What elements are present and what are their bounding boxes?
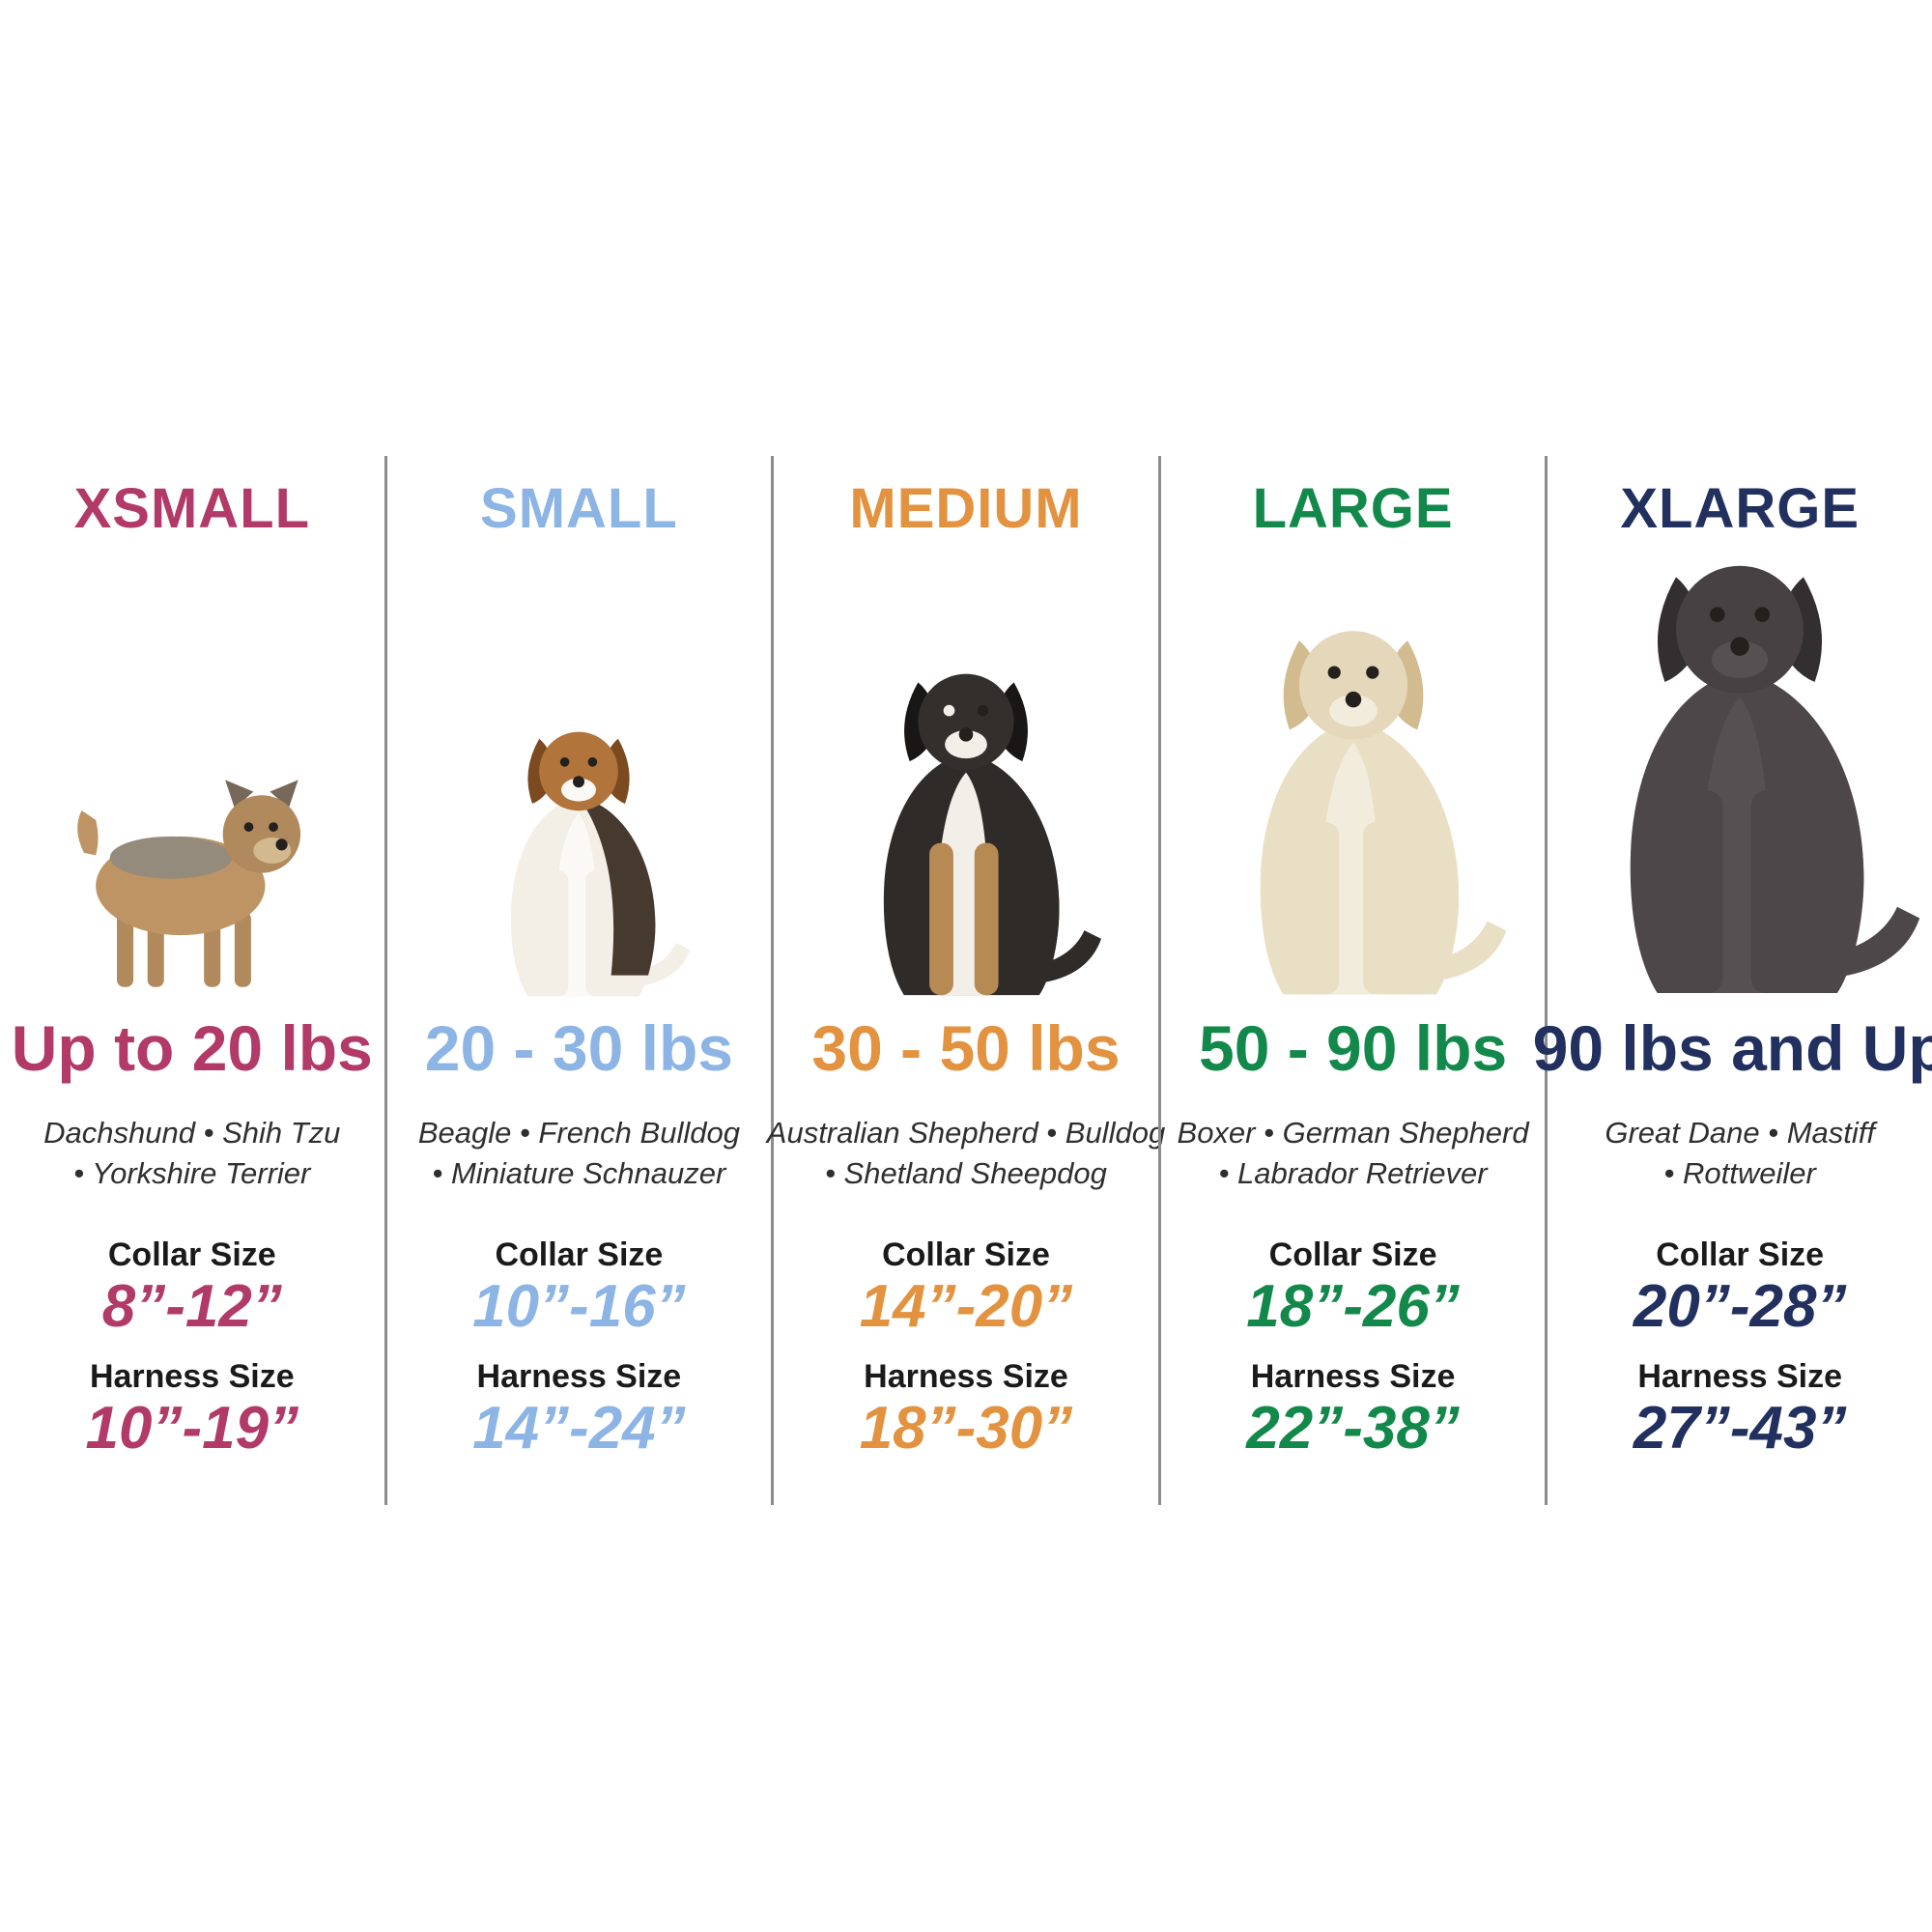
harness-size-label: Harness Size: [864, 1357, 1068, 1395]
size-title-large: LARGE: [1252, 477, 1454, 540]
xsmall-dog-image: [63, 547, 322, 1001]
column-divider: [384, 456, 387, 1505]
breed-line: Australian Shepherd • Bulldog: [766, 1116, 1166, 1150]
breed-line: • Miniature Schnauzer: [432, 1155, 726, 1190]
collar-size-label: Collar Size: [107, 1236, 276, 1273]
breed-line: Boxer • German Shepherd: [1177, 1116, 1529, 1150]
weight-range-large: 50 - 90 lbs: [1198, 1012, 1508, 1084]
harness-size-value-large: 22”-38”: [1246, 1394, 1460, 1462]
breed-list-small: Beagle • French Bulldog • Miniature Schn…: [418, 1113, 740, 1194]
column-divider: [1545, 456, 1548, 1505]
harness-size-label: Harness Size: [89, 1357, 295, 1395]
small-dog-image: [463, 547, 695, 1001]
weight-range-small: 20 - 30 lbs: [424, 1012, 733, 1084]
terrier-standing-illustration: [76, 780, 300, 987]
size-title-xlarge: XLARGE: [1620, 477, 1861, 540]
column-divider: [771, 456, 775, 1505]
breed-line: Beagle • French Bulldog: [417, 1116, 740, 1150]
collar-size-value-medium: 14”-20”: [859, 1272, 1073, 1340]
size-column-xlarge: XLARGE 90 lbs and U: [1533, 456, 1932, 1505]
collar-size-value-xlarge: 20”-28”: [1633, 1272, 1847, 1340]
breed-line: • Shetland Sheepdog: [825, 1155, 1107, 1190]
breed-list-large: Boxer • German Shepherd • Labrador Retri…: [1178, 1113, 1529, 1194]
size-column-xsmall: XSMALL U: [0, 456, 384, 1505]
breed-list-xlarge: Great Dane • Mastiff • Rottweiler: [1605, 1113, 1875, 1194]
great-dane-sitting-illustration: [1630, 565, 1920, 994]
breed-line: • Labrador Retriever: [1218, 1155, 1488, 1190]
size-column-small: SMALL 20 - 30 lbs: [387, 456, 772, 1505]
collar-size-label: Collar Size: [495, 1236, 664, 1273]
breed-list-xsmall: Dachshund • Shih Tzu • Yorkshire Terrier: [43, 1113, 340, 1194]
collar-size-label: Collar Size: [1656, 1236, 1825, 1273]
breed-line: Dachshund • Shih Tzu: [43, 1116, 341, 1150]
xlarge-dog-image: [1552, 547, 1927, 1001]
breed-line: • Yorkshire Terrier: [73, 1155, 311, 1190]
size-title-small: SMALL: [480, 477, 678, 540]
harness-size-value-xlarge: 27”-43”: [1633, 1394, 1847, 1462]
harness-size-label: Harness Size: [1250, 1357, 1456, 1395]
weight-range-xsmall: Up to 20 lbs: [11, 1012, 373, 1084]
collar-size-value-large: 18”-26”: [1246, 1272, 1460, 1340]
weight-range-medium: 30 - 50 lbs: [811, 1012, 1121, 1084]
collar-size-value-xsmall: 8”-12”: [101, 1272, 282, 1340]
size-column-large: LARGE 50 - 90 lbs: [1161, 456, 1546, 1505]
size-chart-columns: XSMALL U: [0, 456, 1932, 1505]
weight-range-xlarge: 90 lbs and Up: [1532, 1012, 1932, 1084]
collar-size-label: Collar Size: [882, 1236, 1050, 1273]
harness-size-label: Harness Size: [476, 1357, 682, 1395]
large-dog-image: [1194, 547, 1513, 1001]
breed-line: Great Dane • Mastiff: [1605, 1116, 1875, 1150]
harness-size-label: Harness Size: [1637, 1357, 1842, 1395]
australian-shepherd-sitting-illustration: [883, 673, 1101, 996]
medium-dog-image: [825, 547, 1107, 1001]
beagle-sitting-illustration: [511, 731, 691, 997]
harness-size-value-xsmall: 10”-19”: [85, 1394, 299, 1462]
golden-retriever-sitting-illustration: [1260, 631, 1506, 995]
size-title-medium: MEDIUM: [849, 477, 1083, 540]
collar-size-label: Collar Size: [1268, 1236, 1437, 1273]
size-title-xsmall: XSMALL: [73, 477, 311, 540]
column-divider: [1157, 456, 1161, 1505]
size-column-medium: MEDIUM 30 - 50 lbs: [767, 456, 1165, 1505]
harness-size-value-small: 14”-24”: [472, 1394, 686, 1462]
collar-size-value-small: 10”-16”: [472, 1272, 686, 1340]
harness-size-value-medium: 18”-30”: [859, 1394, 1073, 1462]
breed-list-medium: Australian Shepherd • Bulldog • Shetland…: [767, 1113, 1165, 1194]
breed-line: • Rottweiler: [1663, 1155, 1816, 1190]
